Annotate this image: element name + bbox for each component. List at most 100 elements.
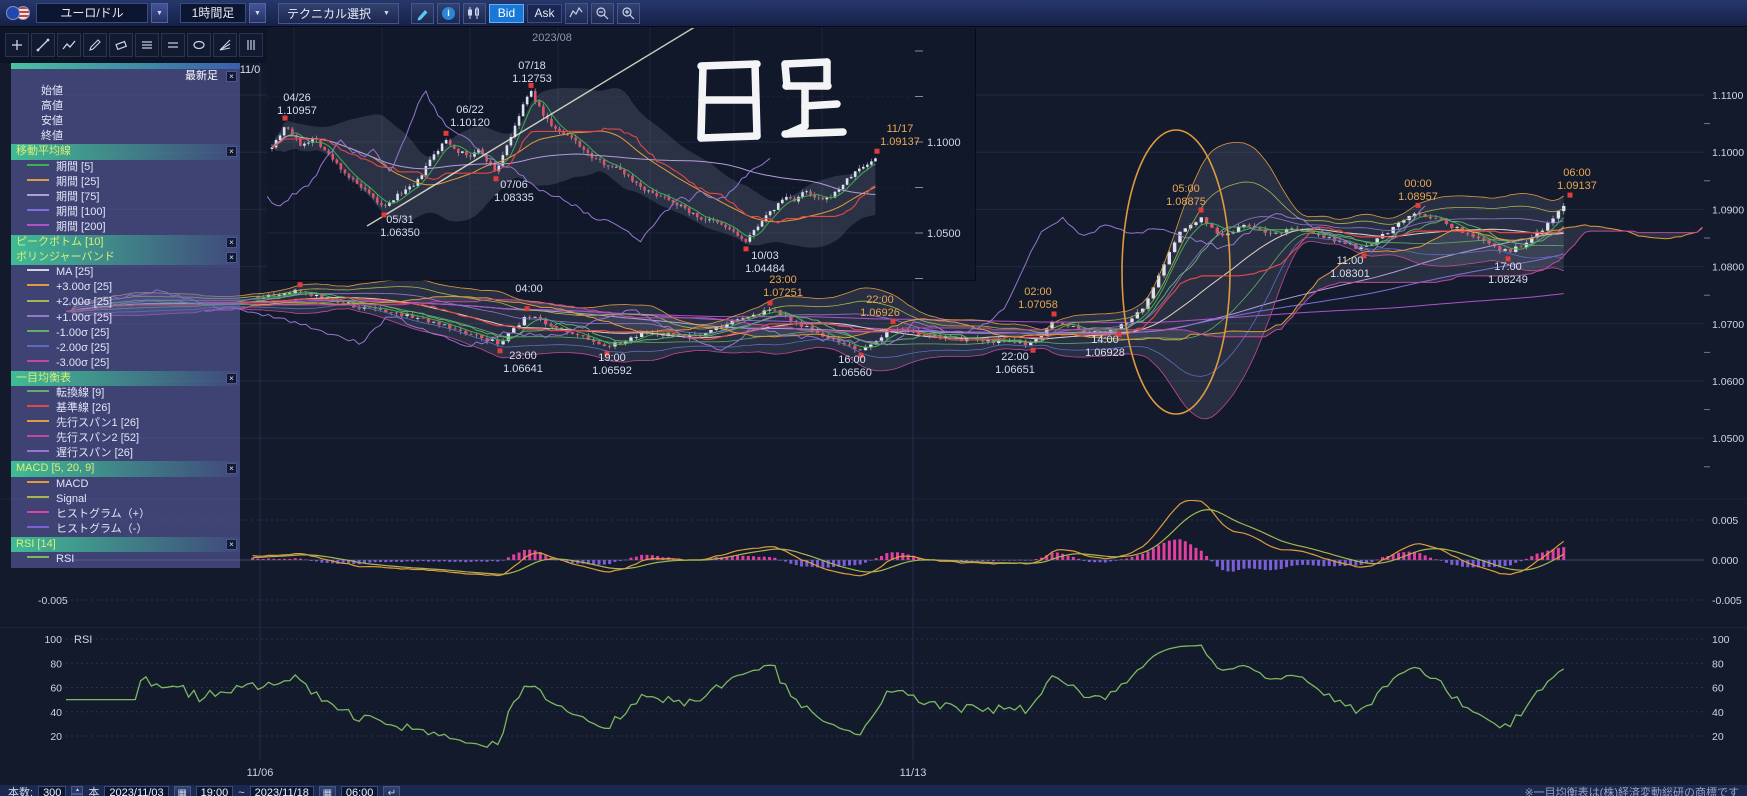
peak-bottom-marker: [1116, 331, 1122, 337]
line-chart-icon: [569, 6, 583, 18]
indicator-section-header-3[interactable]: 一目均衡表 ×: [11, 370, 240, 386]
bid-button[interactable]: Bid: [488, 3, 524, 23]
indicator-item: Signal: [11, 492, 240, 507]
line-color-swatch: [27, 405, 49, 408]
crosshair-tool-button[interactable]: [5, 33, 29, 57]
line-color-swatch: [27, 329, 49, 332]
info-button[interactable]: i: [436, 2, 460, 24]
line-color-swatch: [27, 299, 49, 302]
indicator-legend-panel[interactable]: 最新足 × 始値 高値 安値 終値 移動平均線 × 期間 [5] 期間 [25] 期間 [75] 期間…: [11, 63, 240, 568]
svg-text:1.0500: 1.0500: [1712, 433, 1744, 445]
candle-chart-button[interactable]: [462, 2, 486, 24]
line-color-swatch: [27, 420, 49, 423]
date-to-input[interactable]: 2023/11/18: [249, 786, 314, 796]
line-color-swatch: [27, 359, 49, 362]
latest-candle-header: 最新足 ×: [11, 69, 240, 84]
timeframe-select[interactable]: 1時間足: [180, 3, 246, 23]
calendar-to-icon[interactable]: ▦: [318, 786, 336, 796]
candlestick-icon: [468, 7, 480, 19]
indicator-item: -3.00σ [25]: [11, 356, 240, 371]
indicator-section-header-0[interactable]: 移動平均線 ×: [11, 144, 240, 160]
panel-drag-handle[interactable]: [11, 63, 240, 69]
eraser-tool-button[interactable]: [109, 33, 133, 57]
indicator-section-header-2[interactable]: ボリンジャーバンド ×: [11, 250, 240, 266]
parallel-lines-tool-button[interactable]: [161, 33, 185, 57]
technical-select-button[interactable]: テクニカル選択 ▼: [278, 2, 399, 24]
bottom-bar: 本数: 300 ▲▼ 本 2023/11/03 ▦ 19:00 ~ 2023/1…: [0, 785, 1747, 796]
line-color-swatch: [27, 510, 49, 513]
timeframe-caret-icon[interactable]: ▼: [249, 3, 266, 23]
svg-text:-0.005: -0.005: [38, 595, 68, 607]
fan-lines-tool-button[interactable]: [213, 33, 237, 57]
line-color-swatch: [27, 269, 49, 272]
peak-bottom-marker: [858, 352, 864, 358]
svg-text:1.0700: 1.0700: [1712, 319, 1744, 331]
calendar-from-icon[interactable]: ▦: [173, 786, 191, 796]
close-indicator-button[interactable]: ×: [226, 372, 237, 384]
indicator-section-header-4[interactable]: MACD [5, 20, 9] ×: [11, 461, 240, 477]
latest-candle-item: 高値: [41, 100, 63, 113]
drawn-ellipse-annotation: [1121, 129, 1231, 415]
svg-text:11/06: 11/06: [247, 767, 274, 779]
svg-text:20: 20: [50, 731, 62, 743]
indicator-item: 転換線 [9]: [11, 386, 240, 401]
apply-range-icon[interactable]: ↵: [383, 786, 401, 796]
peak-bottom-marker: [767, 300, 773, 306]
pencil-tool-button[interactable]: [83, 33, 107, 57]
close-indicator-button[interactable]: ×: [226, 237, 237, 249]
vertical-line-tool-button[interactable]: [239, 33, 263, 57]
daily-inset-canvas: 2023/08 1.1000 1.0500: [166, 21, 975, 280]
main-toolbar: ユーロ/ドル ▼ 1時間足 ▼ テクニカル選択 ▼ i Bid Ask: [0, 0, 1747, 27]
ellipse-tool-button[interactable]: [187, 33, 211, 57]
currency-pair-select[interactable]: ユーロ/ドル: [36, 3, 148, 23]
zoom-out-button[interactable]: [590, 2, 614, 24]
indicator-item: +3.00σ [25]: [11, 280, 240, 295]
close-indicator-button[interactable]: ×: [226, 252, 237, 264]
bar-count-spinner[interactable]: ▲▼: [71, 786, 84, 796]
zoom-in-button[interactable]: [616, 2, 640, 24]
trendline-icon: [36, 38, 50, 52]
indicator-item: -2.00σ [25]: [11, 341, 240, 356]
fan-lines-icon: [219, 39, 231, 51]
line-color-swatch: [27, 224, 49, 227]
range-separator: ~: [238, 787, 245, 796]
close-indicator-button[interactable]: ×: [226, 71, 237, 82]
chevron-down-icon: ▼: [383, 9, 390, 17]
indicator-item: 期間 [5]: [11, 160, 240, 175]
time-to-input[interactable]: 06:00: [340, 786, 379, 796]
svg-text:1.1000: 1.1000: [1712, 147, 1744, 159]
indicator-section-header-1[interactable]: ピークボトム [10] ×: [11, 235, 240, 251]
svg-text:RSI: RSI: [74, 634, 92, 646]
draw-pencil-button[interactable]: [410, 2, 434, 24]
svg-text:1.0800: 1.0800: [1712, 262, 1744, 274]
bar-count-input[interactable]: 300: [38, 786, 67, 796]
spin-up-icon[interactable]: ▲: [71, 786, 84, 794]
bar-unit-label: 本: [88, 787, 100, 796]
svg-text:60: 60: [1712, 683, 1724, 695]
svg-text:40: 40: [1712, 707, 1724, 719]
currency-pair-caret-icon[interactable]: ▼: [151, 3, 168, 23]
polyline-tool-button[interactable]: [57, 33, 81, 57]
close-indicator-button[interactable]: ×: [226, 538, 237, 550]
horizontal-line-tool-button[interactable]: [135, 33, 159, 57]
time-from-input[interactable]: 19:00: [195, 786, 234, 796]
indicator-section-header-5[interactable]: RSI [14] ×: [11, 536, 240, 552]
line-color-swatch: [27, 556, 49, 559]
indicator-item: 期間 [200]: [11, 220, 240, 235]
svg-text:100: 100: [1712, 634, 1730, 646]
daily-inset-chart: 2023/08 1.1000 1.0500: [166, 21, 975, 280]
trendline-tool-button[interactable]: [31, 33, 55, 57]
peak-bottom-marker: [1030, 347, 1036, 353]
svg-text:1.1100: 1.1100: [1712, 90, 1743, 102]
close-indicator-button[interactable]: ×: [226, 463, 237, 475]
indicator-item: MA [25]: [11, 265, 240, 280]
line-chart-button[interactable]: [564, 2, 588, 24]
indicator-item: +1.00σ [25]: [11, 311, 240, 326]
date-from-input[interactable]: 2023/11/03: [104, 786, 169, 796]
latest-candle-item: 終値: [41, 130, 63, 143]
close-indicator-button[interactable]: ×: [226, 146, 237, 158]
ask-button[interactable]: Ask: [526, 3, 562, 23]
line-color-swatch: [27, 208, 49, 211]
macd-panel: [66, 500, 1704, 601]
